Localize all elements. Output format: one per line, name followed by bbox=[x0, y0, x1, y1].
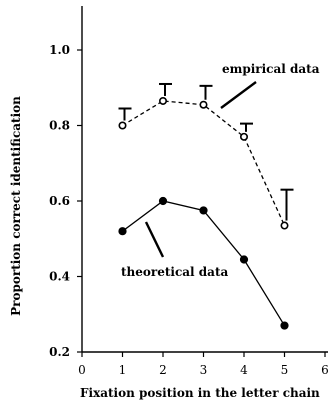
x-tick-label: 3 bbox=[200, 363, 208, 377]
x-tick-label: 0 bbox=[78, 363, 86, 377]
chart-axes bbox=[81, 6, 328, 353]
theoretical-data-point bbox=[199, 206, 208, 215]
theoretical-data-point bbox=[280, 321, 289, 330]
empirical-data-label: empirical data bbox=[222, 62, 320, 76]
x-tick-label: 6 bbox=[321, 363, 328, 377]
y-tick-label: 0.8 bbox=[49, 119, 70, 133]
theoretical-series-line bbox=[122, 200, 286, 326]
x-ticks: 0 1 2 3 4 5 6 bbox=[78, 352, 328, 377]
empirical-series-line bbox=[122, 100, 286, 226]
x-tick-label: 2 bbox=[159, 363, 167, 377]
empirical-data-pointer bbox=[220, 81, 257, 109]
y-axis-title: Proportion correct identification bbox=[9, 96, 23, 316]
empirical-data-point bbox=[118, 121, 127, 130]
y-tick-label: 0.6 bbox=[49, 194, 70, 208]
theoretical-data-pointer bbox=[144, 221, 165, 258]
y-tick-label: 0.4 bbox=[49, 270, 70, 284]
empirical-data-point bbox=[280, 221, 289, 230]
theoretical-data-point bbox=[118, 227, 127, 236]
x-axis-title: Fixation position in the letter chain bbox=[80, 386, 320, 400]
x-tick-label: 1 bbox=[119, 363, 127, 377]
y-tick-label: 1.0 bbox=[49, 43, 70, 57]
y-tick-label: 0.2 bbox=[49, 345, 70, 359]
empirical-data-point bbox=[199, 100, 208, 109]
theoretical-data-label: theoretical data bbox=[121, 265, 228, 279]
y-ticks: 0.2 0.4 0.6 0.8 1.0 bbox=[49, 43, 82, 359]
theoretical-data-point bbox=[239, 255, 249, 264]
x-tick-label: 5 bbox=[281, 363, 289, 377]
empirical-data-point bbox=[240, 132, 249, 141]
series-group bbox=[118, 82, 294, 330]
empirical-data-point bbox=[159, 96, 168, 105]
theoretical-data-point bbox=[158, 196, 168, 206]
x-tick-label: 4 bbox=[240, 363, 248, 377]
